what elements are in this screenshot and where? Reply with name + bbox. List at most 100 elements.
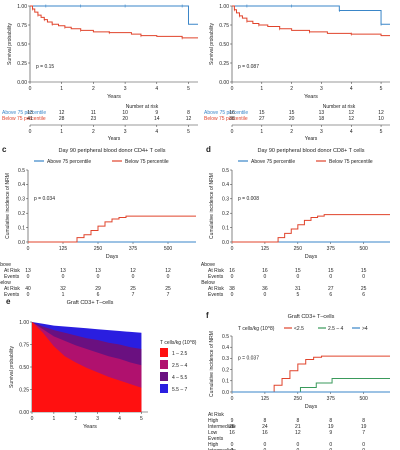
legend-label: >4 — [362, 326, 368, 332]
risk-value: 41 — [27, 116, 33, 122]
risk-value: 18 — [319, 116, 325, 122]
risk-group-name: Below — [0, 280, 11, 286]
y-tick-label: 0.75 — [219, 23, 229, 29]
panel-letter: e — [6, 297, 11, 306]
risk-value: 13 — [95, 268, 101, 274]
x-tick-label: 2 — [290, 86, 293, 92]
risk-row-label: Intermediate — [208, 424, 236, 430]
series-line — [28, 215, 196, 243]
panel-c: c Day 90 peripheral blood donor CD4+ T ce… — [0, 145, 196, 298]
risk-value: 0 — [231, 292, 234, 298]
risk-x-tick-label: 3 — [320, 129, 323, 135]
x-tick-label: 250 — [294, 396, 303, 402]
y-tick-label: 0.5 — [222, 168, 229, 174]
risk-value: 6 — [97, 292, 100, 298]
risk-value: 25 — [130, 286, 136, 292]
series-line — [232, 355, 390, 393]
risk-row-label: High — [208, 442, 219, 448]
panel-e: e Graft CD3+ T–cells 0.00 0.25 0.50 0.75 1.00 0… — [6, 297, 197, 430]
legend-swatch — [160, 360, 168, 369]
risk-value: 0 — [296, 274, 299, 280]
y-tick-label: 0.0 — [222, 240, 229, 246]
legend-label: Above 75 percentile — [251, 159, 295, 165]
risk-value: 13 — [319, 110, 325, 116]
series-line — [232, 5, 390, 25]
y-axis-label: Cumulative incidence of NRM — [209, 173, 215, 239]
risk-x-label: Years — [305, 136, 318, 142]
risk-value: 0 — [62, 274, 65, 280]
y-tick-label: 1.00 — [17, 4, 27, 10]
risk-value: 19 — [361, 424, 367, 430]
x-axis-label: Years — [304, 94, 318, 100]
risk-value: 12 — [295, 430, 301, 436]
risk-value: 0 — [264, 442, 267, 448]
y-tick-label: 0.25 — [19, 387, 29, 393]
y-tick-label: 0.2 — [222, 367, 229, 373]
y-axis-label: Survival probability — [7, 23, 13, 65]
risk-header: Number at risk — [323, 104, 356, 110]
panel-letter: f — [206, 311, 209, 320]
risk-value: 15 — [289, 110, 295, 116]
y-tick-label: 0.1 — [222, 379, 229, 385]
risk-value: 21 — [295, 424, 301, 430]
risk-value: 0 — [27, 292, 30, 298]
risk-value: 27 — [328, 286, 334, 292]
x-tick-label: 1 — [260, 86, 263, 92]
y-tick-label: 0.00 — [17, 80, 27, 86]
risk-value: 12 — [59, 110, 65, 116]
y-tick-label: 0.1 — [18, 225, 25, 231]
risk-group-name: Events — [208, 436, 224, 442]
risk-value: 29 — [95, 286, 101, 292]
x-tick-label: 1 — [60, 86, 63, 92]
chart-title: Graft CD3+ T–cells — [67, 300, 114, 306]
x-tick-label: 125 — [261, 246, 270, 252]
x-tick-label: 0 — [231, 246, 234, 252]
risk-x-tick-label: 0 — [231, 129, 234, 135]
y-tick-label: 0.00 — [19, 410, 29, 416]
risk-value: 0 — [264, 292, 267, 298]
x-tick-label: 375 — [327, 246, 336, 252]
x-tick-label: 375 — [129, 246, 138, 252]
risk-value: 38 — [229, 286, 235, 292]
chart-title: Day 90 peripheral blood donor CD8+ T cel… — [258, 148, 365, 154]
risk-value: 13 — [25, 268, 31, 274]
risk-value: 13 — [60, 268, 66, 274]
x-tick-label: 500 — [359, 246, 368, 252]
risk-x-tick-label: 2 — [92, 129, 95, 135]
p-value: p = 0.008 — [238, 196, 259, 202]
x-tick-label: 2 — [74, 416, 77, 422]
y-tick-label: 0.75 — [19, 342, 29, 348]
risk-x-tick-label: 3 — [124, 129, 127, 135]
legend-swatch — [160, 384, 168, 393]
risk-value: 0 — [167, 274, 170, 280]
legend-title: T cells/kg (10^8) — [160, 340, 197, 346]
area-band — [32, 322, 142, 412]
risk-value: 40 — [25, 286, 31, 292]
panel-a: 0.000.250.500.751.000 1 2 3 4 5YearsSurvival … — [2, 4, 198, 142]
risk-row-label: At Risk — [208, 286, 224, 292]
panel-f: f Graft CD3+ T–cells 0.0 0.1 0.2 0.3 0.4 0.5 0 12… — [206, 311, 390, 450]
x-tick-label: 5 — [140, 416, 143, 422]
risk-group-name: Above — [0, 262, 11, 268]
x-tick-label: 250 — [94, 246, 103, 252]
legend-swatch — [160, 372, 168, 381]
risk-value: 0 — [264, 274, 267, 280]
x-tick-label: 2 — [92, 86, 95, 92]
risk-value: 5 — [296, 292, 299, 298]
x-axis-label: Days — [305, 254, 318, 260]
x-tick-label: 0 — [31, 416, 34, 422]
risk-value: 0 — [231, 274, 234, 280]
risk-x-tick-label: 2 — [290, 129, 293, 135]
p-value: p = 0.087 — [238, 64, 259, 70]
risk-value: 25 — [361, 286, 367, 292]
y-tick-label: 0.1 — [222, 225, 229, 231]
y-axis-label: Cumulative incidence of NRM — [5, 173, 11, 239]
risk-value: 25 — [165, 286, 171, 292]
risk-value: 12 — [165, 268, 171, 274]
risk-value: 38 — [229, 116, 235, 122]
x-tick-label: 0 — [27, 246, 30, 252]
x-tick-label: 0 — [29, 86, 32, 92]
risk-group-name: At Risk — [208, 412, 224, 418]
risk-value: 12 — [348, 116, 354, 122]
y-tick-label: 1.00 — [219, 4, 229, 10]
